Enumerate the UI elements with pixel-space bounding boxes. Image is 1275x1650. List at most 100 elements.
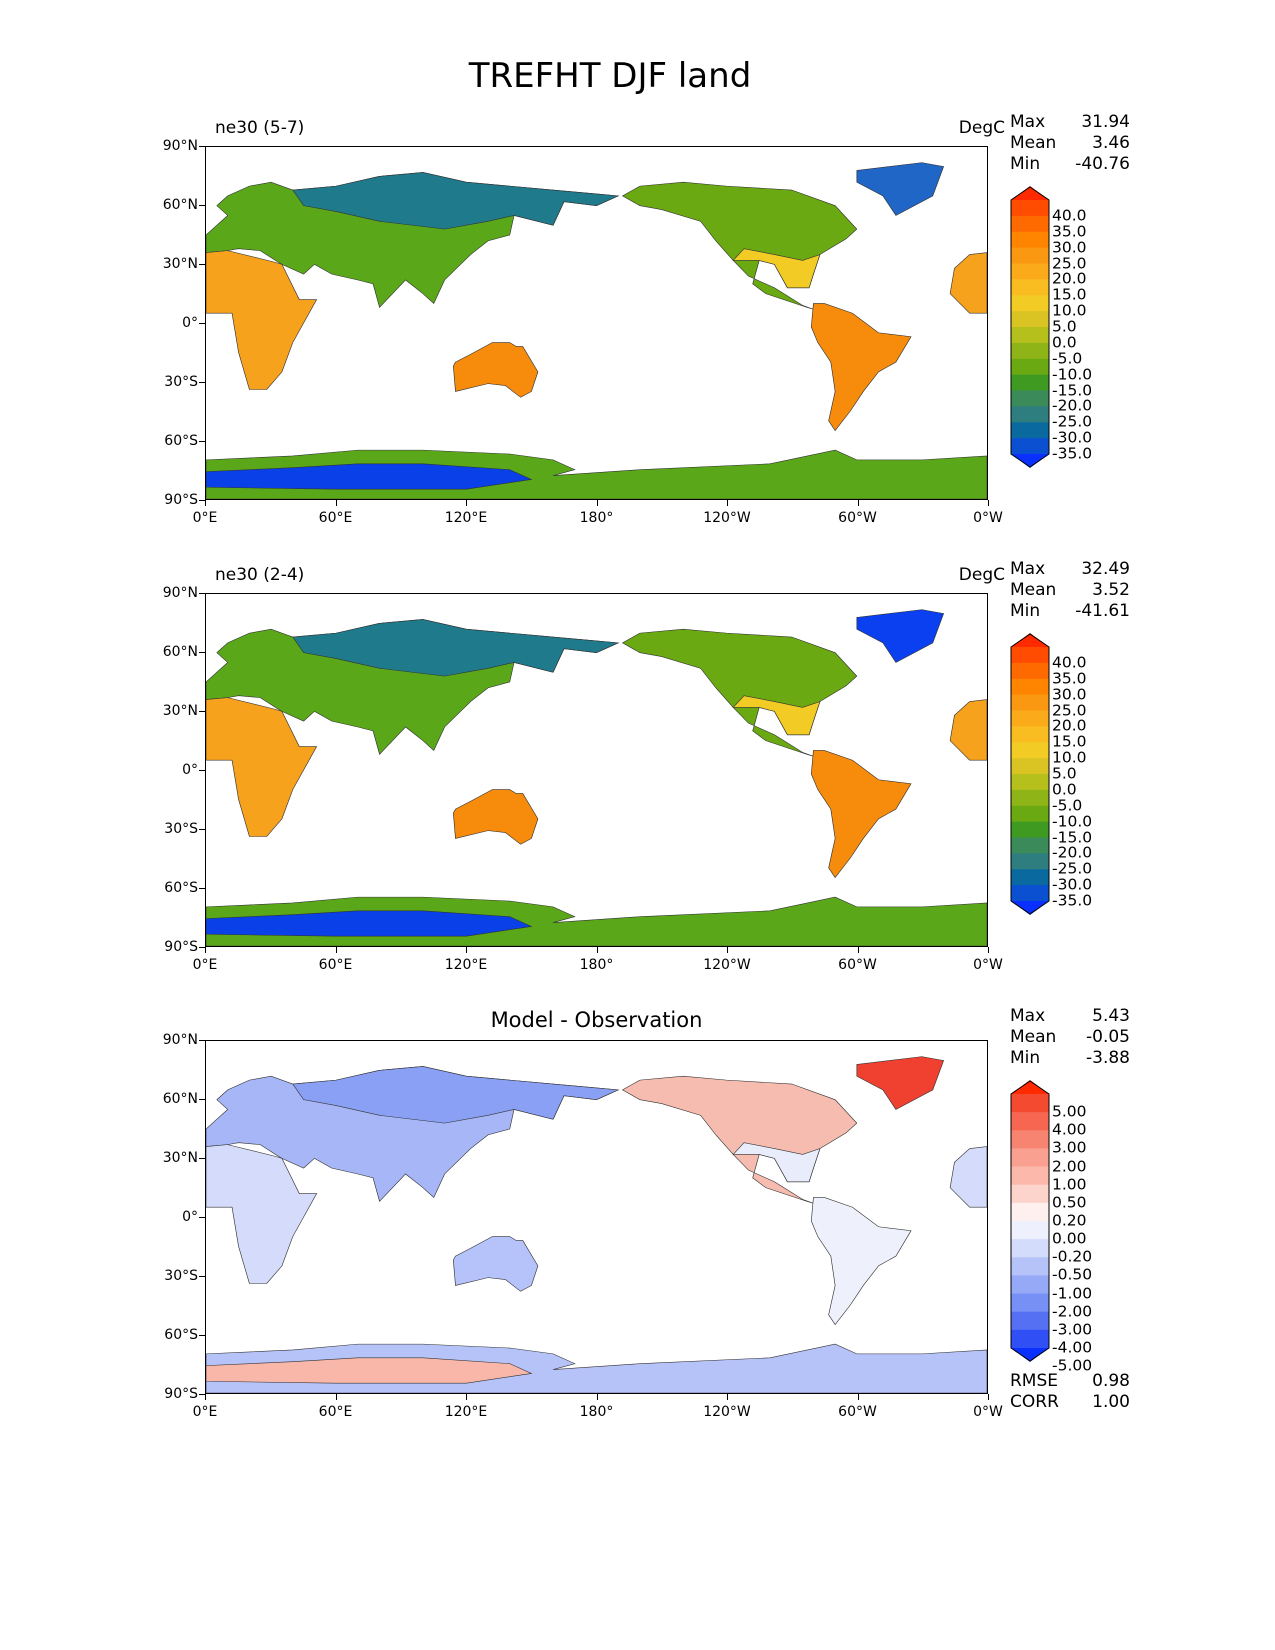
colorbar-tick-label: -35.0 — [1052, 891, 1093, 910]
x-tick-label: 0°E — [192, 957, 218, 973]
colorbar-tick-label: 20.0 — [1052, 269, 1087, 288]
colorbar-segment — [1011, 1311, 1049, 1331]
y-tick-mark — [199, 652, 205, 653]
colorbar-segment — [1011, 647, 1049, 664]
colorbar-tick-label: 5.0 — [1052, 764, 1077, 783]
stat-value: 3.52 — [1092, 580, 1130, 600]
colorbar-swatches — [1010, 186, 1050, 468]
colorbar-swatches — [1010, 1080, 1050, 1362]
colorbar-extend-max — [1011, 1080, 1049, 1094]
colorbar-tick-label: -15.0 — [1052, 381, 1093, 399]
y-tick-label: 0° — [182, 315, 198, 331]
y-tick-label: 60°N — [162, 1091, 198, 1107]
x-tick-mark — [727, 500, 728, 506]
map-panel-1: ne30 (5-7) DegC 90°N 60°N 30°N 0° 30°S 60°S 90°S… — [0, 112, 1275, 538]
x-tick-mark — [596, 500, 598, 506]
colorbar-tick-label: -20.0 — [1052, 396, 1093, 415]
colorbar-segment — [1011, 390, 1049, 407]
stat-label: Max — [1010, 559, 1046, 579]
y-tick-mark — [199, 888, 205, 889]
colorbar-tick-label: -5.0 — [1052, 349, 1083, 368]
colorbar-tick-label: 25.0 — [1052, 254, 1087, 272]
stat-mean: Mean -0.05 — [1010, 1027, 1130, 1049]
land-region-eurasia-north — [292, 1066, 620, 1124]
land-region-eurasia-north — [292, 619, 620, 677]
land-region-australia — [452, 1236, 539, 1292]
x-tick-label: 60°E — [318, 510, 353, 526]
y-tick-mark — [199, 500, 205, 501]
colorbar-segment — [1011, 694, 1049, 711]
stat-label: CORR — [1010, 1392, 1059, 1412]
colorbar-outline — [1010, 633, 1050, 915]
stat-min: Min -40.76 — [1010, 154, 1130, 176]
y-tick-mark — [199, 382, 205, 383]
x-tick-mark — [727, 1394, 728, 1400]
colorbar-segment — [1011, 710, 1049, 727]
colorbar-tick-label: 5.0 — [1052, 317, 1077, 336]
land-region-north-america-south — [732, 248, 821, 289]
colorbar-segment — [1011, 279, 1049, 296]
y-tick-mark — [199, 1040, 205, 1041]
colorbar-tick-label: -1.00 — [1052, 1284, 1093, 1303]
colorbar-tick-label: 0.0 — [1052, 333, 1077, 352]
colorbar-segment — [1011, 885, 1049, 902]
colorbar-tick-label: -4.00 — [1052, 1338, 1093, 1357]
x-tick-label: 60°W — [838, 957, 877, 973]
colorbar-tick-label: 15.0 — [1052, 285, 1087, 304]
colorbar-tick-label: 30.0 — [1052, 238, 1087, 257]
x-tick-label: 0°W — [973, 510, 1003, 526]
contour-map — [206, 1056, 987, 1393]
x-tick-label: 60°E — [318, 1404, 353, 1420]
land-region-north-america — [621, 1075, 858, 1204]
y-tick-label: 30°N — [162, 256, 198, 272]
colorbar-tick-label: 10.0 — [1052, 301, 1087, 320]
colorbar-segment — [1011, 358, 1049, 376]
colorbar-segment — [1011, 438, 1049, 455]
stat-label: Min — [1010, 1048, 1041, 1068]
colorbar-segment — [1011, 1239, 1049, 1258]
x-tick-mark — [596, 1394, 598, 1400]
colorbar-segment — [1011, 1148, 1049, 1168]
x-tick-mark — [727, 947, 728, 953]
x-tick-label: 180° — [579, 957, 614, 973]
y-tick-mark — [199, 323, 205, 324]
colorbar-tick-label: 5.00 — [1052, 1102, 1087, 1121]
colorbar-segment — [1011, 805, 1049, 823]
contour-map — [206, 609, 987, 946]
colorbar-tick-label: 0.00 — [1052, 1229, 1087, 1248]
stat-label: Min — [1010, 601, 1041, 621]
land-region-north-america — [621, 628, 858, 757]
land-region-greenland — [856, 1056, 945, 1110]
colorbar-segment — [1011, 821, 1049, 838]
stat-value: 5.43 — [1092, 1006, 1130, 1026]
y-tick-label: 90°S — [164, 1386, 198, 1402]
colorbar-extend-min — [1011, 901, 1049, 915]
y-tick-label: 0° — [182, 1209, 198, 1225]
stat-min: Min -3.88 — [1010, 1048, 1130, 1070]
y-tick-mark — [199, 1158, 205, 1159]
colorbar-segment — [1011, 311, 1049, 328]
y-tick-mark — [199, 947, 205, 948]
x-tick-mark — [205, 947, 206, 953]
colorbar-segment — [1011, 1257, 1049, 1276]
colorbar-segment — [1011, 1166, 1049, 1186]
colorbar-segment — [1011, 853, 1049, 870]
land-region-africa-w — [949, 699, 987, 761]
colorbar-segment — [1011, 774, 1049, 791]
panel-title: Model - Observation — [490, 1008, 703, 1032]
colorbar-segment — [1011, 1221, 1049, 1240]
y-tick-mark — [199, 1276, 205, 1277]
land-region-africa — [206, 697, 318, 837]
colorbar-outline — [1010, 1080, 1050, 1362]
stat-max: Max 5.43 — [1010, 1006, 1130, 1028]
y-tick-label: 60°S — [164, 433, 198, 449]
stat-value: -41.61 — [1075, 601, 1130, 621]
colorbar-tick-label: -0.20 — [1052, 1247, 1093, 1266]
colorbar-segment — [1011, 1202, 1049, 1222]
land-region-eurasia-north — [292, 172, 620, 230]
land-region-greenland — [856, 609, 945, 663]
y-tick-label: 90°N — [162, 585, 198, 601]
colorbar-segment — [1011, 726, 1049, 743]
colorbar — [1010, 186, 1050, 468]
